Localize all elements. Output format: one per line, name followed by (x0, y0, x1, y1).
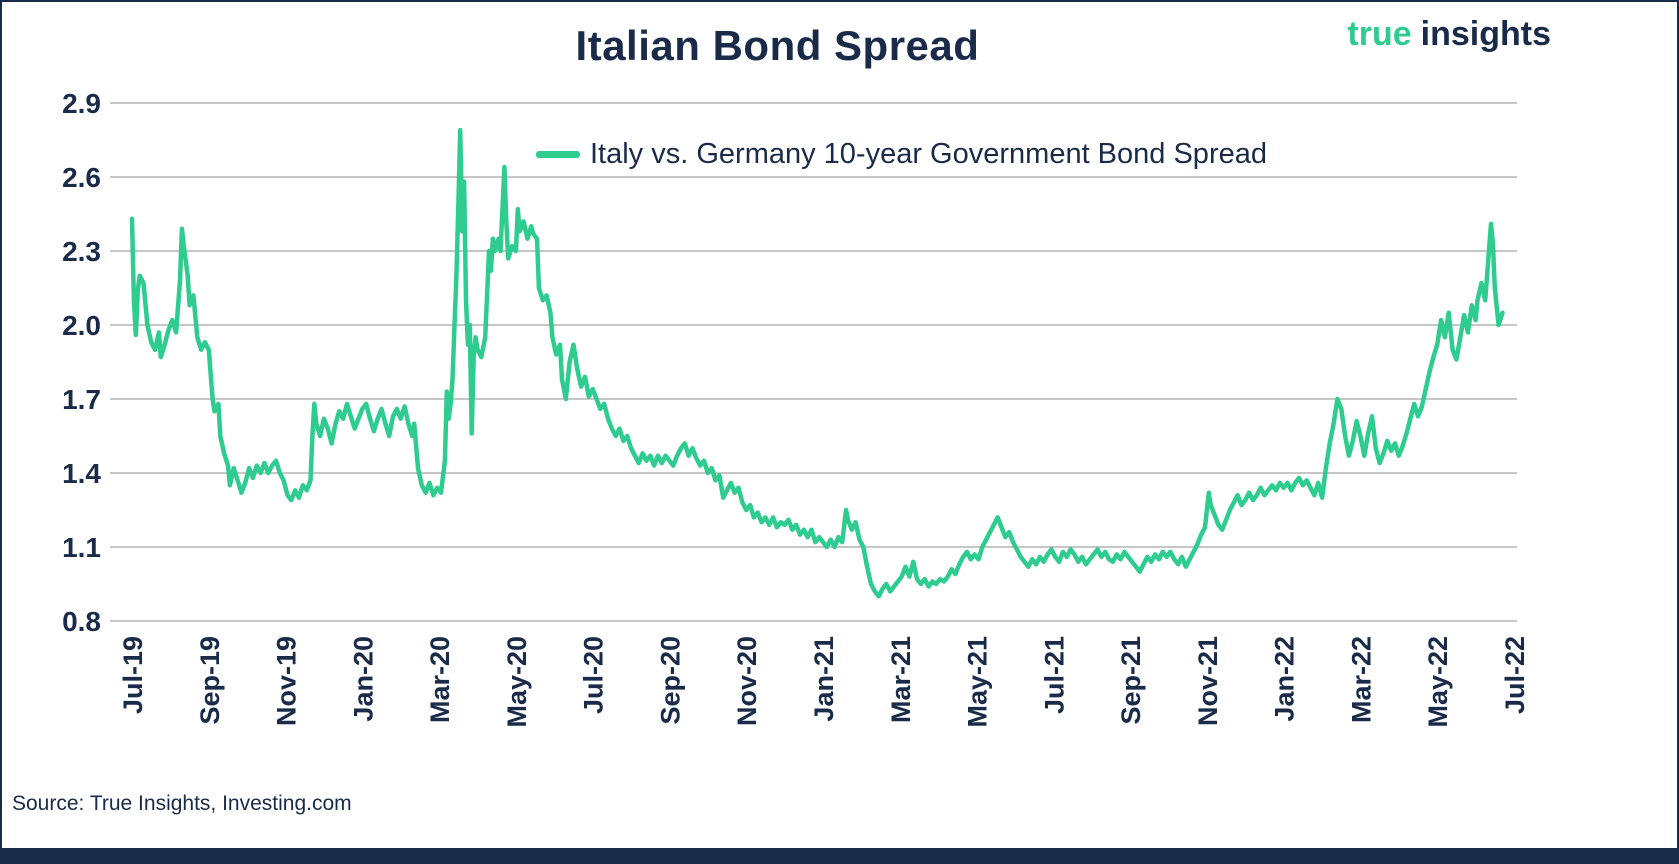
x-tick-label: Nov-21 (1193, 636, 1223, 726)
x-tick-label: Nov-20 (732, 636, 762, 726)
logo-word-insights: insights (1420, 15, 1551, 53)
y-tick-label: 2.3 (62, 236, 101, 267)
y-tick-label: 0.8 (62, 606, 101, 637)
x-tick-label: Jan-20 (348, 636, 378, 722)
x-tick-label: Nov-19 (272, 636, 302, 726)
x-tick-label: Jan-21 (809, 636, 839, 722)
x-tick-label: Jul-21 (1039, 636, 1069, 714)
true-insights-logo: true insights (1347, 15, 1551, 54)
x-tick-label: Jul-19 (118, 636, 148, 714)
x-tick-label: May-20 (502, 636, 532, 728)
spread-line-series (129, 127, 1505, 599)
y-tick-label: 1.7 (62, 384, 101, 415)
y-tick-label: 1.4 (62, 458, 101, 489)
x-tick-label: May-22 (1423, 636, 1453, 728)
logo-word-true: true (1347, 15, 1412, 53)
y-tick-label: 2.6 (62, 162, 101, 193)
x-tick-label: Sep-21 (1116, 636, 1146, 725)
page-title: Italian Bond Spread (575, 22, 980, 69)
y-tick-label: 2.9 (62, 88, 101, 119)
x-tick-label: Jul-20 (579, 636, 609, 714)
x-tick-label: Mar-21 (886, 636, 916, 723)
x-tick-label: Sep-20 (655, 636, 685, 725)
legend: Italy vs. Germany 10-year Government Bon… (536, 138, 1267, 171)
x-tick-label: Mar-20 (425, 636, 455, 723)
x-tick-label: Sep-19 (195, 636, 225, 725)
x-tick-label: Jul-22 (1500, 636, 1530, 714)
footer-bar (2, 848, 1677, 862)
y-tick-label: 1.1 (62, 532, 101, 563)
x-tick-label: Jan-22 (1270, 636, 1300, 722)
legend-label: Italy vs. Germany 10-year Government Bon… (590, 138, 1267, 170)
legend-line-swatch (536, 151, 580, 158)
source-note: Source: True Insights, Investing.com (12, 792, 352, 815)
x-tick-label: May-21 (963, 636, 993, 728)
y-tick-label: 2.0 (62, 310, 101, 341)
x-tick-label: Mar-22 (1346, 636, 1376, 723)
